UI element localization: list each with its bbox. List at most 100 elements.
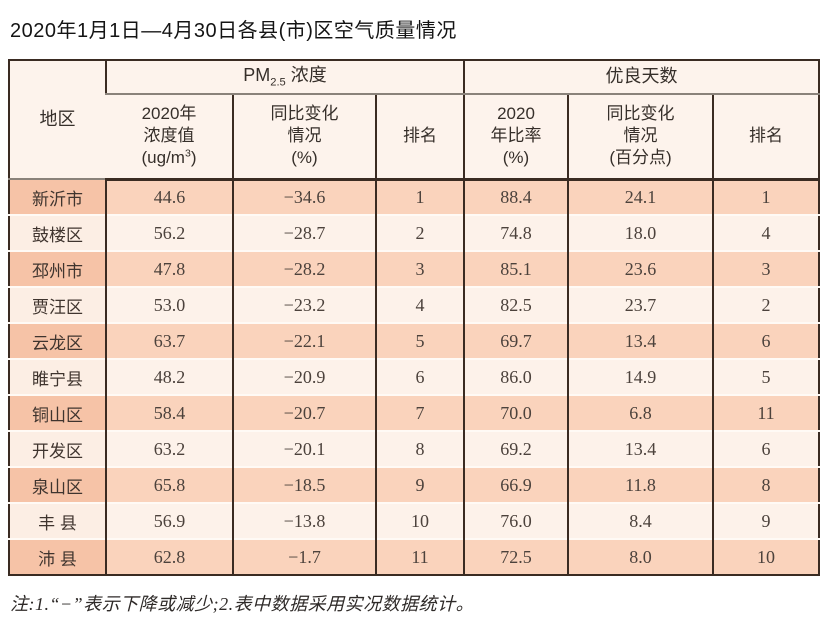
good-ratio-cell: 69.2 bbox=[463, 430, 568, 467]
good-ratio-cell: 85.1 bbox=[463, 250, 568, 287]
pm-label-suffix: 浓度 bbox=[285, 64, 327, 85]
header-region: 地区 bbox=[9, 60, 106, 180]
good-rank-cell: 4 bbox=[712, 214, 819, 251]
header-pm-rank: 排名 bbox=[375, 94, 464, 181]
good-change-cell: 13.4 bbox=[567, 430, 713, 467]
pm-value-cell: 53.0 bbox=[105, 286, 233, 323]
pm-subscript: 2.5 bbox=[270, 76, 286, 89]
pm-change-cell: −23.2 bbox=[232, 286, 376, 323]
region-cell: 鼓楼区 bbox=[9, 214, 106, 251]
pm-rank-cell: 6 bbox=[375, 358, 464, 395]
table-header: 地区 PM2.5 浓度 优良天数 2020年 浓度值 (ug/m3) 同比变化 … bbox=[9, 60, 819, 181]
region-cell: 开发区 bbox=[9, 430, 106, 467]
header-group-row: 地区 PM2.5 浓度 优良天数 bbox=[9, 60, 819, 180]
table-row: 贾汪区 53.0 −23.2 4 82.5 23.7 2 bbox=[9, 286, 819, 323]
good-change-cell: 8.0 bbox=[567, 538, 713, 575]
table-row: 新沂市 44.6 −34.6 1 88.4 24.1 1 bbox=[9, 178, 819, 215]
good-change-cell: 24.1 bbox=[567, 178, 713, 215]
pm-label: PM bbox=[243, 64, 271, 85]
good-change-cell: 23.7 bbox=[567, 286, 713, 323]
table-body: 新沂市 44.6 −34.6 1 88.4 24.1 1 鼓楼区 56.2 −28.7 2 74.8 1… bbox=[9, 178, 819, 575]
header-group-good-days: 优良天数 bbox=[463, 60, 819, 95]
region-cell: 铜山区 bbox=[9, 394, 106, 431]
pm-change-cell: −20.9 bbox=[232, 358, 376, 395]
table-row: 丰 县 56.9 −13.8 10 76.0 8.4 9 bbox=[9, 502, 819, 539]
pm-value-cell: 56.2 bbox=[105, 214, 233, 251]
pm-value-cell: 58.4 bbox=[105, 394, 233, 431]
pm-change-cell: −34.6 bbox=[232, 178, 376, 215]
header-pm-concentration: 2020年 浓度值 (ug/m3) bbox=[106, 94, 233, 181]
pm-value-cell: 48.2 bbox=[105, 358, 233, 395]
region-cell: 泉山区 bbox=[9, 466, 106, 503]
region-cell: 睢宁县 bbox=[9, 358, 106, 395]
region-cell: 邳州市 bbox=[9, 250, 106, 287]
pm-value-cell: 63.7 bbox=[105, 322, 233, 359]
good-change-cell: 14.9 bbox=[567, 358, 713, 395]
header-good-yoy-change: 同比变化 情况 (百分点) bbox=[567, 94, 713, 181]
header-pm-yoy-change: 同比变化 情况 (%) bbox=[232, 94, 376, 181]
good-rank-cell: 8 bbox=[712, 466, 819, 503]
table-row: 云龙区 63.7 −22.1 5 69.7 13.4 6 bbox=[9, 322, 819, 359]
pm-rank-cell: 4 bbox=[375, 286, 464, 323]
table-row: 泉山区 65.8 −18.5 9 66.9 11.8 8 bbox=[9, 466, 819, 503]
pm-change-cell: −1.7 bbox=[232, 538, 376, 575]
table-row: 开发区 63.2 −20.1 8 69.2 13.4 6 bbox=[9, 430, 819, 467]
good-ratio-cell: 74.8 bbox=[463, 214, 568, 251]
header-good-ratio: 2020 年比率 (%) bbox=[463, 94, 568, 181]
header-group-pm25: PM2.5 浓度 bbox=[105, 60, 464, 95]
pm-change-cell: −20.7 bbox=[232, 394, 376, 431]
pm-rank-cell: 9 bbox=[375, 466, 464, 503]
pm-change-cell: −28.2 bbox=[232, 250, 376, 287]
pm-value-cell: 47.8 bbox=[105, 250, 233, 287]
table-row: 睢宁县 48.2 −20.9 6 86.0 14.9 5 bbox=[9, 358, 819, 395]
good-rank-cell: 6 bbox=[712, 430, 819, 467]
good-rank-cell: 5 bbox=[712, 358, 819, 395]
pm-value-cell: 62.8 bbox=[105, 538, 233, 575]
good-rank-cell: 9 bbox=[712, 502, 819, 539]
good-rank-cell: 10 bbox=[712, 538, 819, 575]
good-ratio-cell: 72.5 bbox=[463, 538, 568, 575]
pm-rank-cell: 8 bbox=[375, 430, 464, 467]
region-cell: 贾汪区 bbox=[9, 286, 106, 323]
good-change-cell: 23.6 bbox=[567, 250, 713, 287]
region-cell: 新沂市 bbox=[9, 178, 106, 215]
pm-value-cell: 44.6 bbox=[105, 178, 233, 215]
good-change-cell: 18.0 bbox=[567, 214, 713, 251]
footnote: 注:1.“−”表示下降或减少;2.表中数据采用实况数据统计。 bbox=[10, 594, 475, 614]
good-change-cell: 13.4 bbox=[567, 322, 713, 359]
pm-change-cell: −13.8 bbox=[232, 502, 376, 539]
good-ratio-cell: 76.0 bbox=[463, 502, 568, 539]
air-quality-table: 地区 PM2.5 浓度 优良天数 2020年 浓度值 (ug/m3) 同比变化 … bbox=[8, 59, 820, 576]
region-cell: 丰 县 bbox=[9, 502, 106, 539]
good-ratio-cell: 69.7 bbox=[463, 322, 568, 359]
pm-rank-cell: 1 bbox=[375, 178, 464, 215]
good-ratio-cell: 86.0 bbox=[463, 358, 568, 395]
page-title: 2020年1月1日—4月30日各县(市)区空气质量情况 bbox=[10, 20, 457, 42]
good-change-cell: 11.8 bbox=[567, 466, 713, 503]
good-rank-cell: 2 bbox=[712, 286, 819, 323]
pm-value-cell: 63.2 bbox=[105, 430, 233, 467]
good-rank-cell: 6 bbox=[712, 322, 819, 359]
good-ratio-cell: 70.0 bbox=[463, 394, 568, 431]
pm-change-cell: −18.5 bbox=[232, 466, 376, 503]
good-rank-cell: 1 bbox=[712, 178, 819, 215]
region-cell: 云龙区 bbox=[9, 322, 106, 359]
region-cell: 沛 县 bbox=[9, 538, 106, 575]
pm-change-cell: −20.1 bbox=[232, 430, 376, 467]
header-sub-row: 2020年 浓度值 (ug/m3) 同比变化 情况 (%) 排名 2020 年比… bbox=[9, 94, 819, 181]
table-row: 鼓楼区 56.2 −28.7 2 74.8 18.0 4 bbox=[9, 214, 819, 251]
good-change-cell: 8.4 bbox=[567, 502, 713, 539]
good-rank-cell: 11 bbox=[712, 394, 819, 431]
good-change-cell: 6.8 bbox=[567, 394, 713, 431]
good-ratio-cell: 82.5 bbox=[463, 286, 568, 323]
pm-rank-cell: 2 bbox=[375, 214, 464, 251]
pm-change-cell: −28.7 bbox=[232, 214, 376, 251]
pm-rank-cell: 5 bbox=[375, 322, 464, 359]
pm-rank-cell: 7 bbox=[375, 394, 464, 431]
pm-value-cell: 65.8 bbox=[105, 466, 233, 503]
header-good-rank: 排名 bbox=[712, 94, 819, 181]
good-ratio-cell: 88.4 bbox=[463, 178, 568, 215]
good-ratio-cell: 66.9 bbox=[463, 466, 568, 503]
table-row: 铜山区 58.4 −20.7 7 70.0 6.8 11 bbox=[9, 394, 819, 431]
